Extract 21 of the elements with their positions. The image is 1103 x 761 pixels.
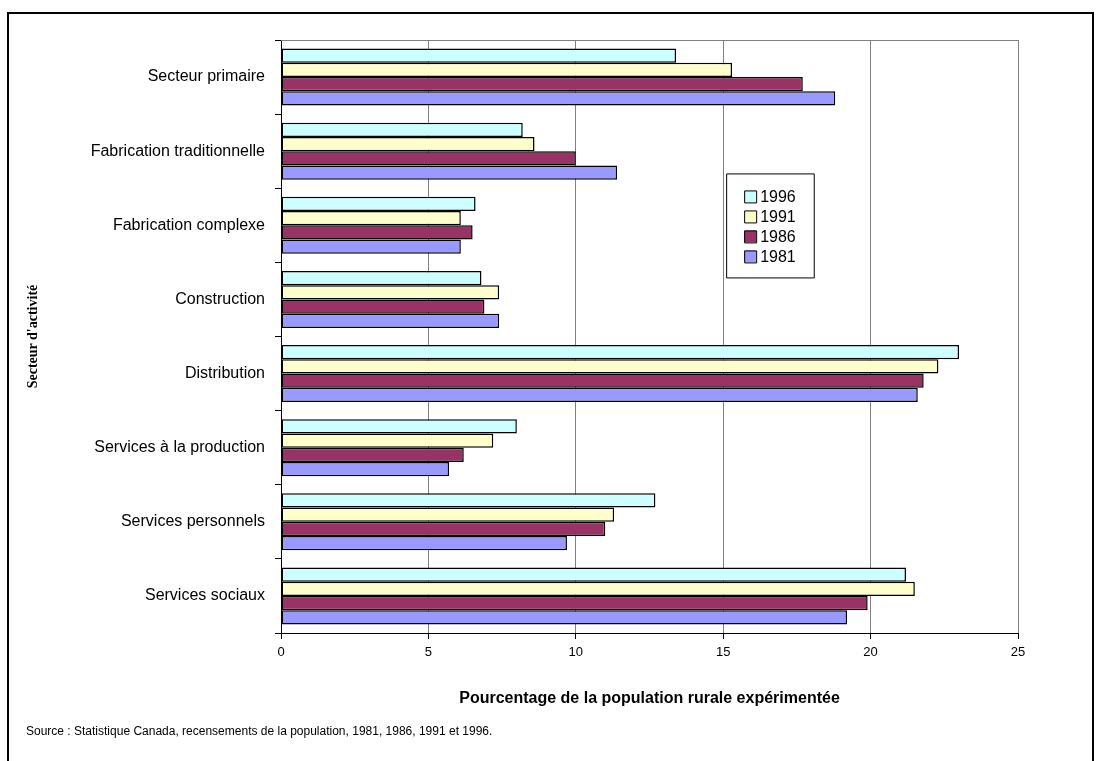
y-tick-label: Secteur primaire: [147, 67, 266, 85]
x-axis-title: Pourcentage de la population rurale expérimentée: [459, 688, 840, 706]
y-tick-label: Distribution: [184, 363, 265, 381]
y-axis-title: Secteur d'activité: [25, 284, 41, 389]
x-tick-label: 20: [863, 644, 878, 660]
x-tick-label: 10: [568, 644, 584, 660]
legend-label: 1996: [760, 187, 796, 205]
legend-label: 1986: [760, 227, 796, 245]
y-tick-label: Fabrication traditionnelle: [90, 141, 266, 159]
y-tick-label: Construction: [175, 289, 265, 307]
legend-label: 1981: [760, 247, 796, 265]
y-tick-label: Services à la production: [94, 438, 265, 456]
x-tick-label: 0: [277, 644, 285, 660]
y-tick-label: Services sociaux: [144, 586, 265, 604]
source-note: Source : Statistique Canada, recensements de la population, 1981, 1986, 1991 et 1996.: [26, 724, 493, 738]
legend-label: 1991: [760, 207, 796, 225]
x-tick-label: 15: [715, 644, 731, 660]
x-tick-label: 25: [1010, 644, 1026, 660]
x-tick-label: 5: [424, 644, 433, 660]
y-tick-label: Services personnels: [120, 512, 265, 530]
y-tick-label: Fabrication complexe: [112, 215, 266, 233]
